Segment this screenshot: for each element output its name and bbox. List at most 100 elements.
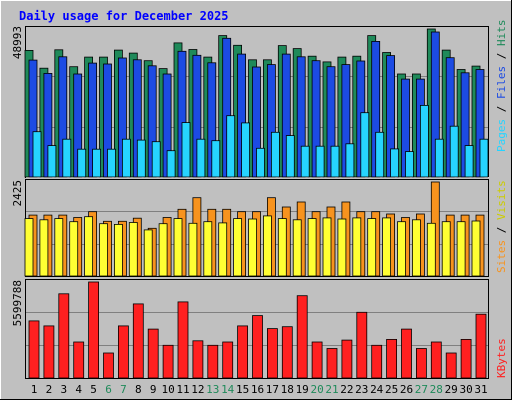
legend-visits: Visits bbox=[495, 180, 508, 220]
day-label: 6 bbox=[105, 383, 112, 396]
sites-bar bbox=[352, 217, 362, 277]
kbytes-bar bbox=[132, 303, 144, 379]
day-label: 1 bbox=[31, 383, 38, 396]
legend-sites-visits: Sites / Visits bbox=[495, 180, 508, 273]
day-label: 12 bbox=[191, 383, 204, 396]
sites-bar bbox=[24, 218, 34, 277]
sites-bar bbox=[337, 218, 347, 277]
visits-max-label: 2425 bbox=[11, 180, 24, 207]
pages-bar bbox=[211, 140, 221, 178]
day-label: 10 bbox=[161, 383, 174, 396]
day-label: 2 bbox=[46, 383, 53, 396]
sites-bar bbox=[456, 221, 466, 277]
pages-bar bbox=[122, 138, 131, 178]
sites-bar bbox=[262, 215, 272, 277]
day-label: 28 bbox=[430, 383, 443, 396]
kbytes-bar bbox=[460, 338, 472, 379]
sites-bar bbox=[426, 222, 436, 277]
sites-bar bbox=[158, 223, 168, 277]
day-label: 16 bbox=[251, 383, 264, 396]
sites-bar bbox=[397, 221, 406, 277]
pages-bar bbox=[226, 115, 236, 178]
day-label: 22 bbox=[340, 383, 353, 396]
kbytes-bar bbox=[103, 352, 114, 379]
pages-bar bbox=[136, 139, 146, 178]
sites-bar bbox=[84, 216, 93, 277]
day-label: 7 bbox=[120, 383, 127, 396]
bars-layer bbox=[24, 28, 489, 379]
pages-bar bbox=[479, 138, 489, 178]
sites-bar bbox=[382, 217, 392, 277]
kbytes-bar bbox=[237, 325, 249, 379]
day-label: 8 bbox=[135, 383, 142, 396]
day-label: 13 bbox=[206, 383, 219, 396]
day-label: 26 bbox=[400, 383, 413, 396]
pages-bar bbox=[107, 148, 116, 178]
day-label: 24 bbox=[370, 383, 384, 396]
kbytes-bar bbox=[371, 344, 383, 379]
sites-bar bbox=[128, 222, 138, 277]
legend-kbytes: KBytes bbox=[495, 338, 508, 378]
kbytes-bar bbox=[118, 325, 129, 379]
kbytes-bar bbox=[177, 301, 189, 379]
day-label: 14 bbox=[221, 383, 235, 396]
pages-bar bbox=[300, 145, 310, 178]
kbytes-bar bbox=[296, 295, 308, 379]
kbytes-bar bbox=[207, 344, 219, 379]
legend-hits-files-pages: Pages / Files / Hits bbox=[495, 20, 508, 153]
pages-bar bbox=[405, 151, 414, 178]
kbytes-bar bbox=[356, 311, 368, 379]
day-label: 3 bbox=[60, 383, 67, 396]
kbytes-bar bbox=[222, 341, 234, 379]
day-label: 17 bbox=[266, 383, 279, 396]
day-label: 30 bbox=[459, 383, 472, 396]
kbytes-bar bbox=[162, 344, 174, 379]
pages-bar bbox=[315, 145, 325, 178]
day-label: 31 bbox=[474, 383, 487, 396]
kbytes-bar bbox=[326, 348, 338, 379]
pages-bar bbox=[434, 138, 444, 178]
kbytes-bar bbox=[475, 313, 487, 379]
pages-bar bbox=[241, 122, 251, 178]
legend-hits: Hits bbox=[495, 20, 508, 47]
sites-bar bbox=[114, 223, 123, 277]
day-label: 29 bbox=[445, 383, 458, 396]
pages-bar bbox=[464, 145, 474, 178]
legend-pages: Pages bbox=[495, 119, 508, 152]
pages-bar bbox=[449, 125, 459, 178]
pages-bar bbox=[62, 138, 72, 178]
kbytes-bar bbox=[430, 341, 442, 379]
day-label: 27 bbox=[415, 383, 428, 396]
kbytes-max-label: 5599788 bbox=[11, 280, 24, 326]
sites-bar bbox=[54, 218, 64, 277]
sites-bar bbox=[218, 222, 228, 277]
pages-bar bbox=[166, 150, 176, 178]
sites-bar bbox=[99, 223, 108, 277]
day-label: 9 bbox=[150, 383, 157, 396]
pages-bar bbox=[256, 147, 265, 178]
sites-bar bbox=[203, 221, 213, 277]
pages-bar bbox=[285, 135, 295, 178]
kbytes-bar bbox=[281, 326, 293, 379]
day-label: 18 bbox=[281, 383, 294, 396]
day-label: 15 bbox=[236, 383, 249, 396]
pages-bar bbox=[345, 143, 355, 178]
pages-bar bbox=[419, 105, 429, 178]
sites-bar bbox=[188, 222, 198, 277]
kbytes-bar bbox=[58, 293, 70, 379]
kbytes-bar bbox=[311, 341, 323, 379]
pages-bar bbox=[77, 148, 87, 178]
pages-bar bbox=[181, 122, 191, 178]
kbytes-bar bbox=[147, 328, 159, 379]
chart-title: Daily usage for December 2025 bbox=[19, 9, 229, 23]
day-label: 5 bbox=[90, 383, 97, 396]
day-labels: 1 2 3 4 5 6 7 8 9 10 11 12 13 14 15 16 17 18 19 20 21 22 23 24 2… bbox=[31, 383, 488, 396]
kbytes-bar bbox=[445, 352, 457, 379]
day-label: 19 bbox=[296, 383, 309, 396]
day-label: 4 bbox=[75, 383, 82, 396]
kbytes-bar bbox=[386, 338, 398, 379]
pages-bar bbox=[196, 138, 206, 178]
legend-kbytes-label: KBytes bbox=[495, 338, 508, 378]
pages-bar bbox=[360, 112, 370, 178]
pages-bar bbox=[32, 131, 42, 178]
